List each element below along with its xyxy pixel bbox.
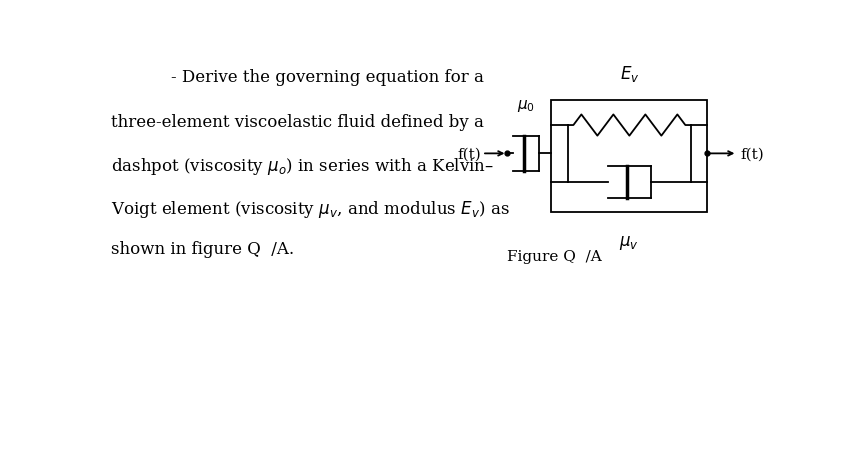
Text: f(t): f(t): [457, 147, 481, 161]
Text: shown in figure Q  /A.: shown in figure Q /A.: [111, 241, 294, 257]
Text: $\mu_v$: $\mu_v$: [619, 234, 639, 252]
Text: dashpot (viscosity $\mu_o$) in series with a Kelvin–: dashpot (viscosity $\mu_o$) in series wi…: [111, 156, 494, 177]
Text: f(t): f(t): [740, 147, 765, 161]
Text: Voigt element (viscosity $\mu_v$, and modulus $E_v$) as: Voigt element (viscosity $\mu_v$, and mo…: [111, 198, 510, 219]
Text: Figure Q  /A: Figure Q /A: [507, 249, 601, 263]
Text: $\mu_0$: $\mu_0$: [517, 97, 535, 113]
Bar: [551, 101, 707, 213]
Text: three-element viscoelastic fluid defined by a: three-element viscoelastic fluid defined…: [111, 113, 483, 130]
Text: - Derive the governing equation for a: - Derive the governing equation for a: [171, 69, 484, 86]
Text: $E_v$: $E_v$: [619, 63, 639, 84]
